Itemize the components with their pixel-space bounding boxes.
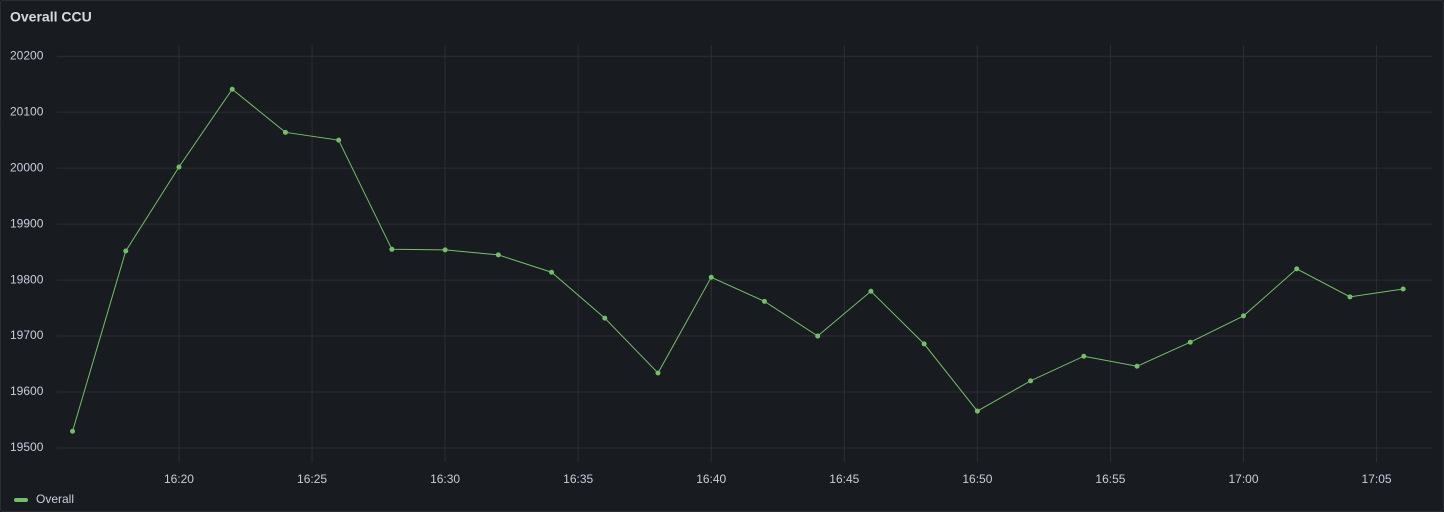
data-point [495, 252, 501, 258]
panel-title: Overall CCU [10, 9, 92, 25]
data-point [921, 341, 927, 347]
x-tick-label: 16:40 [696, 472, 726, 486]
x-tick-label: 16:25 [297, 472, 327, 486]
legend-swatch [14, 498, 28, 502]
y-tick-label: 19600 [10, 384, 44, 398]
x-tick-label: 16:45 [829, 472, 859, 486]
data-point [229, 86, 235, 92]
y-tick-label: 20200 [10, 48, 44, 62]
series-line [72, 88, 1404, 432]
y-tick-label: 19900 [10, 216, 44, 230]
y-tick-label: 20100 [10, 104, 44, 118]
data-point [1400, 286, 1406, 292]
data-point [1081, 353, 1087, 359]
x-tick-label: 16:50 [962, 472, 992, 486]
data-point [1028, 378, 1034, 384]
data-point [442, 247, 448, 253]
x-tick-label: 16:20 [164, 472, 194, 486]
data-point [974, 408, 980, 414]
data-point [655, 370, 661, 376]
data-point [1240, 313, 1246, 319]
y-tick-label: 20000 [10, 160, 44, 174]
data-point [336, 137, 342, 143]
y-tick-label: 19700 [10, 328, 44, 342]
data-point [176, 164, 182, 170]
data-point [815, 333, 821, 339]
data-point [389, 246, 395, 252]
data-point [602, 315, 608, 321]
x-tick-label: 16:55 [1095, 472, 1125, 486]
y-tick-label: 19500 [10, 440, 44, 454]
data-point [1187, 339, 1193, 345]
y-tick-label: 19800 [10, 272, 44, 286]
data-point [70, 428, 76, 434]
x-tick-label: 17:05 [1362, 472, 1392, 486]
legend-label: Overall [36, 492, 74, 506]
data-point [282, 129, 288, 135]
x-tick-label: 16:30 [430, 472, 460, 486]
data-point [1294, 266, 1300, 272]
data-point [549, 269, 555, 275]
data-point [123, 248, 129, 254]
data-point [761, 298, 767, 304]
data-point [1134, 363, 1140, 369]
x-tick-label: 17:00 [1228, 472, 1258, 486]
data-point [1347, 294, 1353, 300]
data-point [708, 274, 714, 280]
x-tick-label: 16:35 [563, 472, 593, 486]
data-point [868, 288, 874, 294]
